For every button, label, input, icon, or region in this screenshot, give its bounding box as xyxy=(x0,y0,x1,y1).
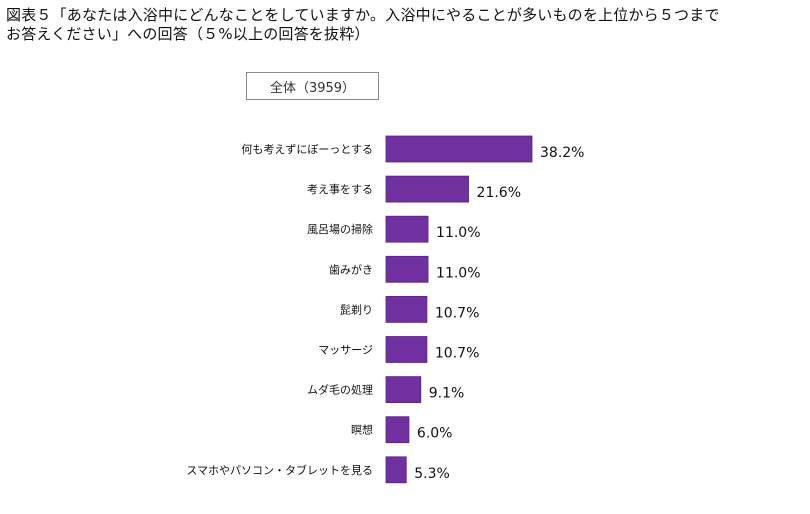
value-label-6: 10.7% xyxy=(435,346,479,362)
bar-3 xyxy=(385,215,429,243)
value-label-5: 10.7% xyxy=(435,305,479,321)
bar-7 xyxy=(385,376,422,404)
category-label-1: 何も考えずにぼーっとする xyxy=(241,143,373,156)
value-label-2: 21.6% xyxy=(477,185,521,201)
category-label-6: マッサージ xyxy=(318,344,373,357)
value-label-8: 6.0% xyxy=(417,426,453,442)
value-label-9: 5.3% xyxy=(414,466,450,482)
bar-4 xyxy=(385,255,429,283)
bar-5 xyxy=(385,295,428,323)
value-label-3: 11.0% xyxy=(436,225,480,241)
category-label-5: 髭剃り xyxy=(340,302,373,316)
category-label-2: 考え事をする xyxy=(307,183,373,196)
value-label-4: 11.0% xyxy=(436,265,480,281)
category-label-9: スマホやパソコン・タブレットを見る xyxy=(186,463,373,477)
category-label-8: 瞑想 xyxy=(351,423,373,437)
sample-size-badge: 全体（3959） xyxy=(246,72,379,100)
chart-title: 図表５「あなたは入浴中にどんなことをしていますか。入浴中にやることが多いものを上… xyxy=(6,6,720,43)
bar-9 xyxy=(385,456,407,484)
value-label-1: 38.2% xyxy=(540,145,584,161)
bar-8 xyxy=(385,416,410,444)
category-label-7: ムダ毛の処理 xyxy=(307,383,373,397)
bar-2 xyxy=(385,175,469,203)
category-label-4: 歯みがき xyxy=(329,262,373,276)
bar-6 xyxy=(385,336,428,363)
bar-1 xyxy=(385,135,533,163)
value-label-7: 9.1% xyxy=(429,386,465,402)
category-label-3: 風呂場の掃除 xyxy=(307,222,373,236)
